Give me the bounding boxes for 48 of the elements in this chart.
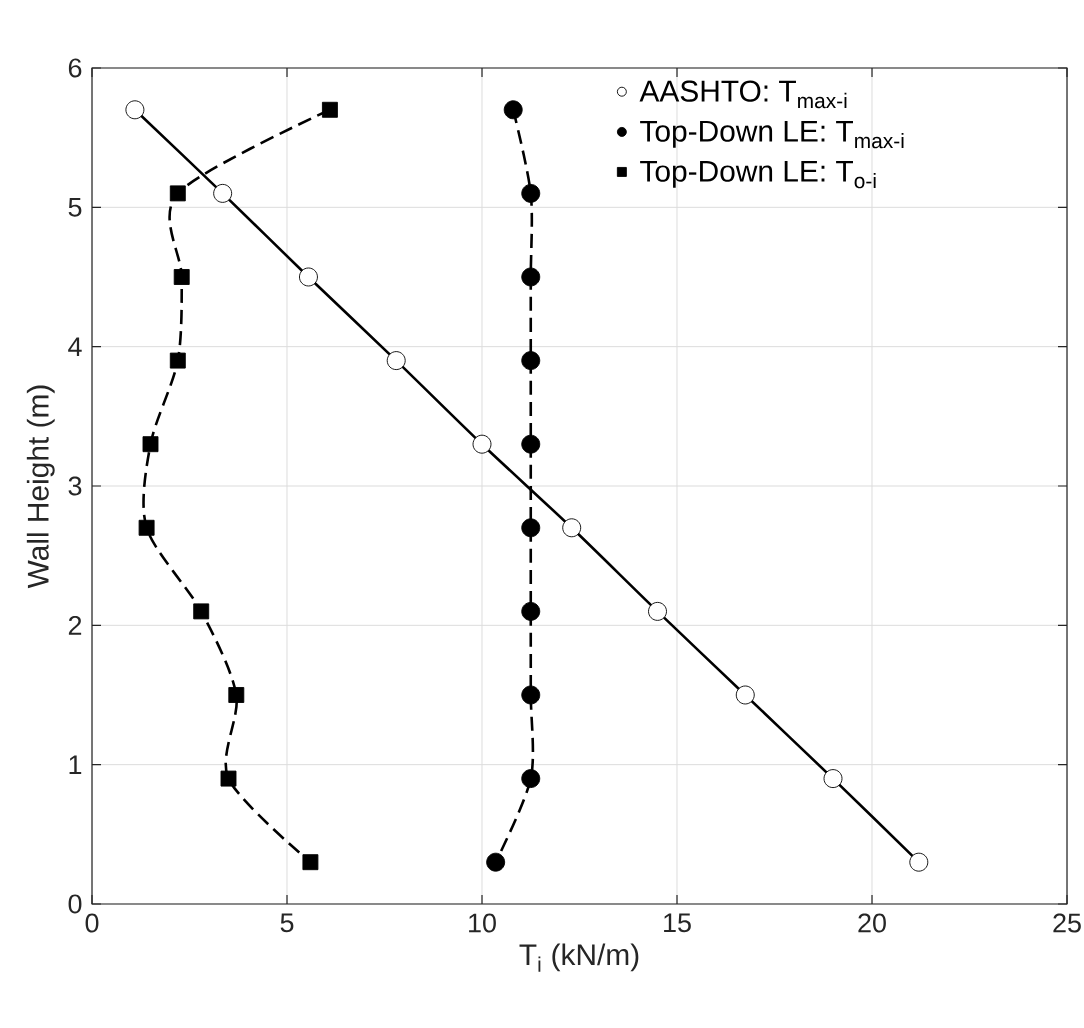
point xyxy=(302,854,319,871)
point xyxy=(193,603,210,620)
point xyxy=(125,100,145,120)
point xyxy=(648,601,667,621)
point xyxy=(169,352,186,369)
point xyxy=(521,601,541,621)
y-tick-label: 1 xyxy=(69,755,82,774)
point xyxy=(521,267,541,287)
point xyxy=(823,769,843,789)
point xyxy=(735,685,755,705)
point xyxy=(138,519,155,536)
x-tick-label: 10 xyxy=(469,913,496,933)
point xyxy=(521,351,541,371)
point xyxy=(220,770,237,787)
point xyxy=(299,267,318,287)
y-tick-label: 2 xyxy=(68,615,82,635)
point xyxy=(321,101,338,118)
y-tick-label: 4 xyxy=(68,337,82,356)
x-tick-label: 0 xyxy=(85,913,99,933)
point xyxy=(521,518,541,538)
x-tick-label: 5 xyxy=(280,913,294,933)
point xyxy=(472,434,492,454)
point xyxy=(228,687,245,703)
point xyxy=(213,183,233,203)
x-tick-label: 15 xyxy=(664,913,691,933)
point xyxy=(521,434,541,454)
point xyxy=(521,769,541,789)
y-tick-label: 3 xyxy=(68,476,82,496)
legend-label: Top-Down LE: T$_{o-i}$ xyxy=(640,160,876,189)
point xyxy=(562,518,582,538)
y-tick-label: 6 xyxy=(68,58,82,78)
point xyxy=(169,185,186,202)
point xyxy=(521,685,541,705)
point xyxy=(173,269,190,285)
x-tick-label: 25 xyxy=(1053,913,1081,933)
y-axis-title: Wall Height (m) xyxy=(26,385,55,589)
point xyxy=(521,183,541,203)
point xyxy=(486,852,506,872)
point xyxy=(909,852,929,872)
legend-label: AASHTO: T$_{max-i}$ xyxy=(639,80,847,109)
point xyxy=(503,100,523,120)
point xyxy=(142,436,159,453)
y-tick-label: 5 xyxy=(68,197,82,217)
x-axis-title: T$_{i}$ (kN/m) xyxy=(519,943,639,972)
x-tick-label: 20 xyxy=(858,913,886,933)
point xyxy=(386,351,406,371)
legend-label: Top-Down LE: T$_{max-i}$ xyxy=(640,120,904,149)
y-tick-label: 0 xyxy=(68,894,82,914)
